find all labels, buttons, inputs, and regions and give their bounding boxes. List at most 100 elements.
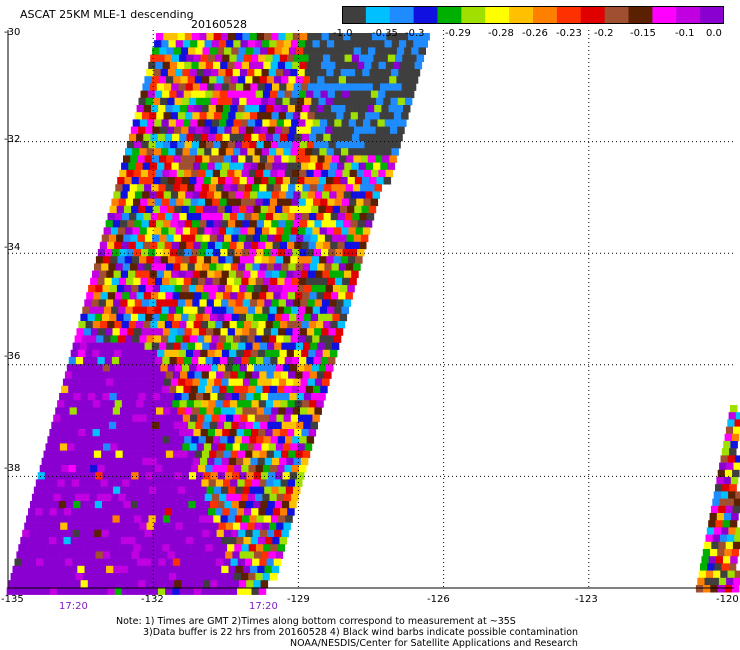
swath-cell	[229, 213, 238, 221]
swath-cell	[233, 493, 241, 502]
swath-cell	[283, 256, 291, 264]
swath-cell	[309, 213, 317, 221]
swath-cell	[366, 213, 375, 221]
swath-cell	[152, 47, 160, 55]
swath-cell	[266, 292, 274, 300]
swath-cell	[318, 364, 327, 372]
swath-cell	[77, 349, 86, 358]
swath-cell	[145, 472, 154, 480]
swath-cell	[203, 285, 211, 293]
swath-cell	[397, 126, 405, 135]
swath-cell	[92, 270, 100, 279]
swath-cell	[235, 565, 244, 574]
swath-cell	[281, 529, 289, 538]
swath-cell	[182, 443, 190, 451]
swath-cell	[87, 313, 96, 322]
swath-cell	[335, 61, 343, 70]
swath-cell	[215, 213, 223, 221]
swath-cell	[260, 285, 269, 293]
swath-cell	[247, 69, 255, 77]
swath-cell	[226, 306, 234, 315]
swath-cell	[130, 421, 138, 430]
swath-cell	[147, 493, 155, 502]
swath-cell	[244, 213, 252, 221]
swath-cell	[89, 573, 98, 581]
swath-cell	[289, 97, 298, 106]
swath-cell	[214, 162, 223, 171]
swath-cell	[374, 105, 382, 113]
swath-cell	[274, 313, 283, 322]
swath-cell	[70, 457, 78, 466]
swath-cell	[116, 580, 125, 588]
swath-cell	[287, 400, 295, 408]
swath-cell	[160, 177, 168, 185]
swath-cell	[85, 508, 94, 516]
swath-cell	[95, 393, 103, 401]
swath-cell	[158, 450, 167, 459]
swath-cell	[62, 378, 71, 387]
swath-cell	[332, 285, 341, 293]
swath-cell	[251, 213, 259, 221]
swath-cell	[149, 349, 158, 358]
swath-cell	[137, 234, 146, 243]
swath-cell	[264, 457, 273, 466]
swath-cell	[154, 573, 163, 581]
swath-cell	[365, 83, 374, 91]
swath-cell	[255, 198, 263, 207]
swath-cell	[275, 177, 284, 185]
swath-cell	[248, 465, 256, 473]
swath-cell	[145, 205, 153, 214]
swath-cell	[735, 412, 740, 420]
swath-cell	[159, 234, 167, 243]
swath-cell	[301, 213, 310, 221]
swath-cell	[260, 501, 268, 509]
swath-cell	[325, 205, 333, 214]
swath-cell	[222, 587, 231, 595]
swath-cell	[147, 198, 155, 207]
swath-cell	[262, 306, 270, 315]
swath-cell	[222, 133, 230, 142]
swath-cell	[27, 537, 35, 545]
swath-cell	[157, 400, 166, 408]
swath-cell	[212, 573, 220, 581]
swath-cell	[92, 321, 101, 329]
swath-cell	[257, 349, 266, 358]
swath-cell	[272, 457, 280, 466]
swath-cell	[137, 529, 145, 538]
swath-cell	[203, 205, 211, 214]
swath-cell	[150, 133, 158, 142]
swath-cell	[329, 112, 337, 120]
swath-cell	[188, 97, 197, 106]
swath-cell	[316, 105, 325, 113]
swath-cell	[211, 256, 219, 264]
swath-cell	[94, 263, 102, 271]
swath-cell	[108, 558, 116, 567]
swath-cell	[345, 184, 354, 192]
swath-cell	[268, 69, 277, 77]
swath-cell	[162, 544, 170, 552]
swath-cell	[281, 234, 290, 243]
swath-cell	[82, 414, 90, 423]
swath-cell	[262, 414, 270, 423]
swath-cell	[724, 433, 733, 442]
swath-cell	[133, 357, 141, 365]
swath-cell	[143, 321, 151, 329]
swath-cell	[164, 457, 172, 466]
swath-cell	[723, 441, 731, 449]
swath-cell	[221, 378, 229, 387]
swath-cell	[211, 414, 220, 423]
swath-cell	[259, 76, 268, 84]
swath-cell	[324, 234, 333, 243]
swath-cell	[168, 414, 176, 423]
swath-cell	[183, 465, 192, 473]
swath-cell	[245, 450, 253, 459]
swath-cell	[399, 119, 407, 127]
swath-cell	[346, 47, 354, 55]
swath-cell	[202, 76, 210, 84]
swath-cell	[209, 263, 217, 271]
swath-cell	[238, 313, 247, 322]
swath-cell	[104, 385, 112, 394]
swath-cell	[338, 105, 346, 113]
swath-cell	[276, 148, 284, 156]
swath-cell	[241, 198, 249, 207]
